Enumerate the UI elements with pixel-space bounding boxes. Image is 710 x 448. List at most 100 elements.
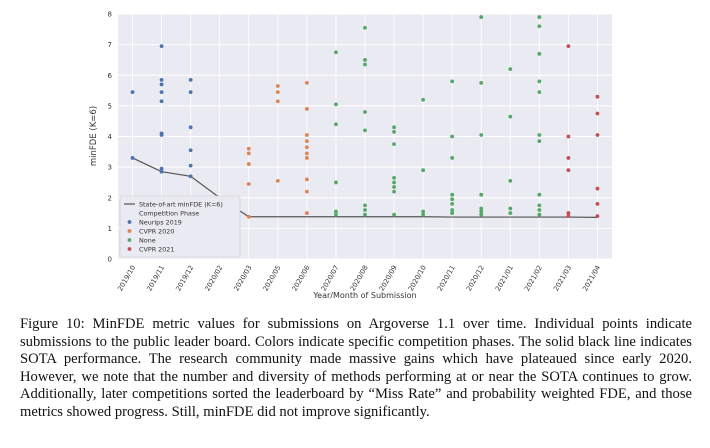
- point-cvpr-2021: [595, 94, 600, 99]
- point-none: [334, 180, 338, 185]
- point-neurips-2019: [159, 77, 164, 82]
- point-none: [421, 97, 426, 102]
- point-neurips-2019: [188, 174, 193, 179]
- point-none: [508, 211, 513, 215]
- point-none: [363, 212, 367, 217]
- data-points: [130, 15, 600, 219]
- y-axis-label: minFDE (K=6): [89, 106, 99, 166]
- point-none: [392, 142, 396, 147]
- point-none: [334, 50, 338, 55]
- x-tick-label: 2019/12: [174, 264, 195, 292]
- point-none: [537, 133, 542, 137]
- point-neurips-2019: [159, 166, 164, 171]
- x-tick-label: 2020/03: [232, 264, 253, 292]
- point-cvpr-2021: [595, 214, 600, 219]
- point-none: [537, 139, 542, 143]
- x-tick-label: 2020/05: [262, 264, 283, 292]
- point-neurips-2019: [130, 156, 135, 160]
- point-cvpr-2020: [246, 146, 251, 151]
- point-none: [479, 209, 484, 214]
- legend-label-cvpr-2021: CVPR 2021: [139, 245, 174, 253]
- point-none: [537, 212, 542, 217]
- point-cvpr-2021: [595, 111, 600, 116]
- point-none: [450, 79, 455, 84]
- point-none: [392, 130, 396, 134]
- point-none: [392, 189, 396, 194]
- point-neurips-2019: [159, 99, 164, 104]
- legend-label-cvpr-2020: CVPR 2020: [139, 227, 174, 235]
- y-tick-label: 2: [108, 194, 112, 202]
- point-cvpr-2021: [595, 201, 600, 206]
- x-tick-label: 2020/07: [320, 264, 341, 292]
- point-cvpr-2020: [275, 179, 280, 183]
- point-neurips-2019: [159, 169, 164, 174]
- point-none: [450, 192, 455, 197]
- point-none: [508, 114, 513, 119]
- point-none: [334, 122, 338, 127]
- point-neurips-2019: [188, 163, 193, 168]
- x-tick-label: 2019/10: [116, 264, 137, 292]
- point-none: [392, 125, 396, 130]
- x-tick-label: 2021/01: [494, 264, 515, 292]
- point-cvpr-2020: [304, 189, 309, 194]
- y-tick-label: 7: [108, 41, 112, 49]
- point-cvpr-2020: [304, 81, 309, 85]
- point-neurips-2019: [159, 133, 164, 137]
- point-none: [392, 180, 396, 185]
- point-cvpr-2020: [246, 162, 251, 166]
- figure-caption: Figure 10: MinFDE metric values for subm…: [20, 316, 692, 420]
- y-tick-label: 0: [108, 256, 112, 264]
- y-tick-label: 8: [108, 11, 112, 19]
- point-neurips-2019: [130, 90, 135, 94]
- point-cvpr-2020: [246, 214, 251, 219]
- point-none: [537, 79, 542, 84]
- point-none: [334, 102, 338, 107]
- point-cvpr-2020: [304, 177, 309, 182]
- x-tick-label: 2021/04: [581, 264, 602, 292]
- point-cvpr-2021: [566, 134, 571, 139]
- point-none: [450, 156, 455, 160]
- point-neurips-2019: [159, 90, 164, 94]
- point-none: [508, 179, 513, 183]
- legend-label-neurips-2019: Neurips 2019: [139, 218, 182, 226]
- point-none: [421, 212, 426, 217]
- point-none: [479, 81, 484, 85]
- point-none: [450, 197, 455, 202]
- point-cvpr-2020: [304, 211, 309, 215]
- point-cvpr-2020: [304, 133, 309, 137]
- x-tick-labels: 2019/10 2019/11 2019/12 2020/02 2020/03 2020/…: [116, 264, 602, 292]
- point-neurips-2019: [188, 90, 193, 94]
- point-none: [450, 134, 455, 139]
- x-tick-label: 2021/02: [523, 264, 544, 292]
- point-cvpr-2020: [304, 151, 309, 156]
- point-cvpr-2020: [275, 90, 280, 94]
- sota-line-group: [132, 157, 598, 218]
- point-none: [537, 208, 542, 212]
- point-none: [508, 206, 513, 211]
- x-axis-label: Year/Month of Submission: [312, 291, 416, 300]
- point-none: [334, 212, 338, 217]
- point-none: [363, 128, 367, 133]
- legend-sota-label: State-of-art minFDE (K=6): [139, 201, 223, 209]
- x-tick-label: 2020/12: [465, 264, 486, 292]
- point-cvpr-2021: [595, 186, 600, 191]
- x-tick-label: 2021/03: [552, 264, 573, 292]
- legend-box: [119, 195, 241, 258]
- point-cvpr-2020: [275, 84, 280, 88]
- point-none: [363, 58, 367, 62]
- point-none: [450, 201, 455, 206]
- x-tick-label: 2020/11: [436, 264, 457, 292]
- point-cvpr-2021: [566, 214, 571, 219]
- x-tick-label: 2020/09: [378, 264, 399, 292]
- y-tick-label: 4: [108, 133, 113, 141]
- point-none: [363, 208, 367, 212]
- x-tick-label: 2020/08: [349, 264, 370, 292]
- y-tick-label: 5: [108, 102, 112, 110]
- point-neurips-2019: [159, 82, 164, 87]
- legend-title: Competition Phase: [139, 210, 199, 218]
- point-none: [450, 211, 455, 215]
- point-cvpr-2020: [304, 156, 309, 160]
- point-none: [537, 203, 542, 208]
